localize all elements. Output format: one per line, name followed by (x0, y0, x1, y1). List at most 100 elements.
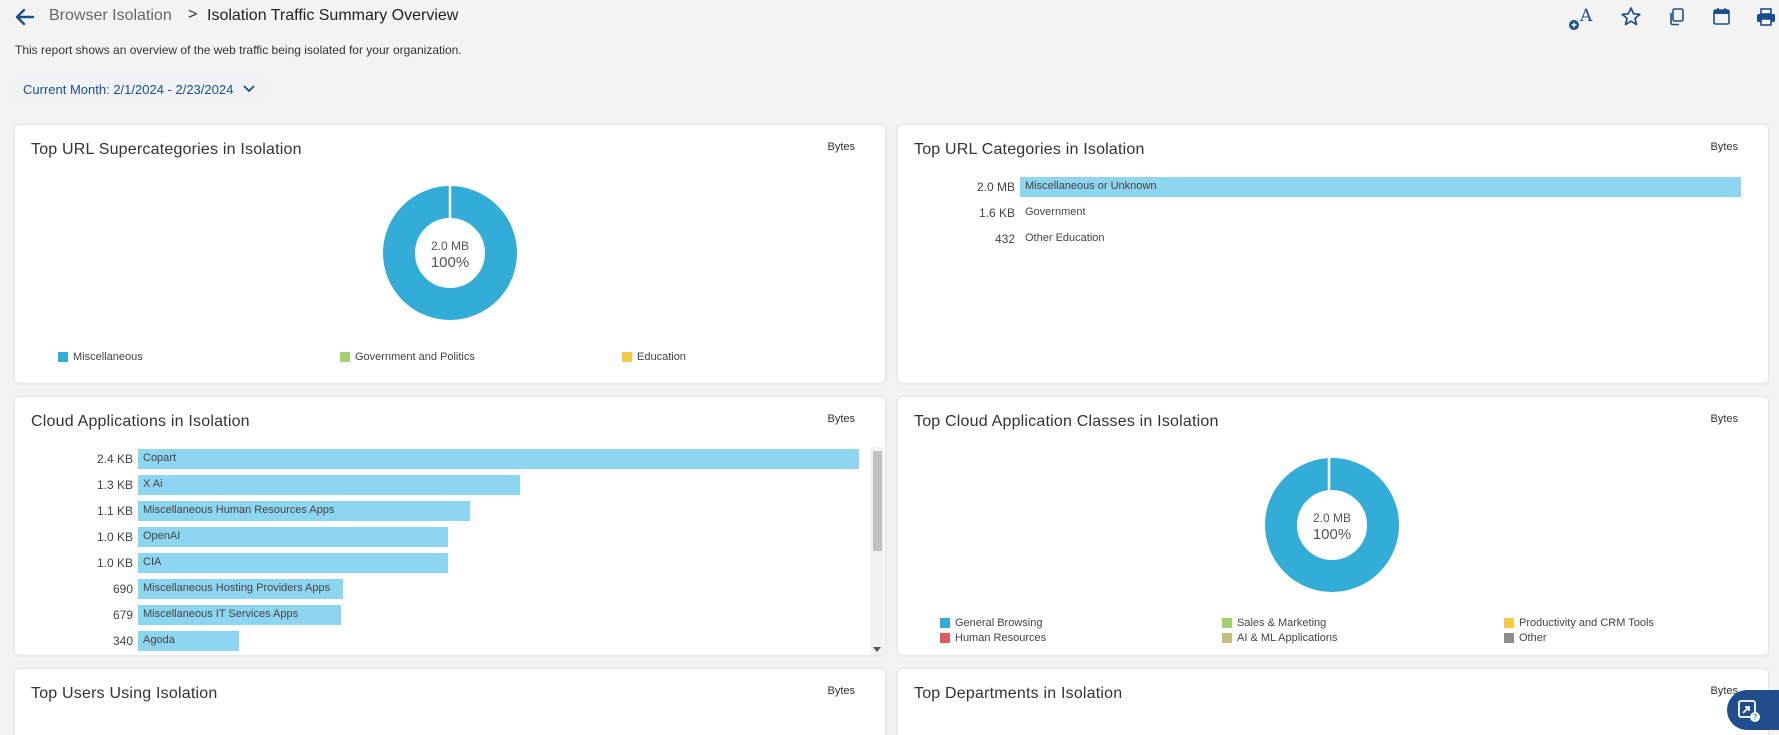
legend-item-education[interactable]: Education (622, 351, 686, 363)
card-title: Top Departments in Isolation (914, 685, 1123, 702)
card-cloud-applications: Cloud Applications in Isolation Bytes 2.… (15, 397, 885, 655)
legend-label: AI & ML Applications (1237, 632, 1338, 644)
legend-swatch (1504, 633, 1514, 643)
legend-item-ai-ml[interactable]: AI & ML Applications (1222, 632, 1337, 644)
card-top-departments: Top Departments in Isolation Bytes (898, 669, 1768, 735)
unit-selector[interactable]: Bytes (827, 685, 855, 697)
card-top-users: Top Users Using Isolation Bytes (15, 669, 885, 735)
svg-text:?: ? (1753, 713, 1757, 722)
unit-selector[interactable]: Bytes (1710, 685, 1738, 697)
bar[interactable] (138, 449, 859, 469)
legend-item-general-browsing[interactable]: General Browsing (940, 617, 1042, 629)
bar-row[interactable]: 1.6 KB Government (898, 202, 1768, 223)
legend-item-productivity-crm[interactable]: Productivity and CRM Tools (1504, 617, 1654, 629)
card-cloud-application-classes: Top Cloud Application Classes in Isolati… (898, 397, 1768, 655)
copy-icon[interactable] (1664, 4, 1690, 30)
card-title: Top Cloud Application Classes in Isolati… (914, 413, 1219, 430)
legend-label: Human Resources (955, 632, 1047, 644)
breadcrumb-parent[interactable]: Browser Isolation (49, 7, 172, 24)
bar-label: OpenAI (143, 530, 181, 542)
card-url-categories: Top URL Categories in Isolation Bytes 2.… (898, 125, 1768, 383)
donut-total-value: 2.0 MB (1312, 511, 1351, 525)
card-title: Cloud Applications in Isolation (31, 413, 250, 430)
date-range-label: Current Month: 2/1/2024 - 2/23/2024 (23, 81, 234, 97)
donut-chart[interactable] (1262, 455, 1402, 595)
unit-selector[interactable]: Bytes (827, 413, 855, 425)
scrollbar[interactable] (871, 447, 884, 655)
donut-total-percent: 100% (430, 254, 470, 271)
scrollbar-thumb[interactable] (873, 451, 882, 551)
bar-row[interactable]: 2.0 MB Miscellaneous or Unknown (898, 176, 1768, 197)
bar-chart: 2.4 KB Copart 1.3 KB X Ai 1.1 KB Miscellaneou… (15, 448, 871, 655)
bar-label: Miscellaneous Human Resources Apps (143, 504, 335, 516)
unit-selector[interactable]: Bytes (1710, 141, 1738, 153)
bar-row[interactable]: 1.0 KB OpenAI (15, 526, 871, 547)
bar[interactable] (138, 553, 449, 573)
bar-row[interactable]: 2.4 KB Copart (15, 448, 871, 469)
legend-swatch (940, 618, 950, 628)
bar[interactable] (138, 631, 239, 651)
legend-label: Miscellaneous (73, 351, 143, 363)
legend-label: Productivity and CRM Tools (1519, 617, 1654, 629)
bar-row[interactable]: 1.3 KB X Ai (15, 474, 871, 495)
bar-chart: 2.0 MB Miscellaneous or Unknown 1.6 KB Gove… (898, 176, 1768, 256)
breadcrumb-separator: > (188, 6, 198, 23)
bar-value: 1.3 KB (96, 478, 133, 492)
legend-swatch (622, 352, 632, 362)
card-url-supercategories: Top URL Supercategories in Isolation Byt… (15, 125, 885, 383)
bar-row[interactable]: 690 Miscellaneous Hosting Providers Apps (15, 578, 871, 599)
bar[interactable] (138, 527, 449, 547)
card-title: Top URL Categories in Isolation (914, 141, 1145, 158)
donut-center-label: 2.0 MB 100% (420, 239, 480, 271)
star-icon[interactable] (1618, 4, 1644, 30)
bar-row[interactable]: 679 Miscellaneous IT Services Apps (15, 604, 871, 625)
scroll-down-arrow[interactable] (873, 647, 881, 652)
legend-swatch (58, 352, 68, 362)
bar-label: Miscellaneous Hosting Providers Apps (143, 582, 331, 594)
legend-swatch (940, 633, 950, 643)
bar-value: 1.0 KB (96, 556, 133, 570)
unit-selector[interactable]: Bytes (827, 141, 855, 153)
legend-item-other[interactable]: Other (1504, 632, 1547, 644)
legend-item-government[interactable]: Government and Politics (340, 351, 475, 363)
legend-label: Government and Politics (355, 351, 475, 363)
legend-swatch (340, 352, 350, 362)
donut-total-value: 2.0 MB (430, 239, 469, 253)
bar[interactable] (138, 501, 470, 521)
card-title: Top Users Using Isolation (31, 685, 218, 702)
page-title: Isolation Traffic Summary Overview (207, 7, 459, 24)
legend-item-miscellaneous[interactable]: Miscellaneous (58, 351, 143, 363)
bar[interactable] (138, 605, 341, 625)
font-size-icon[interactable]: A (1566, 4, 1593, 30)
legend-label: Sales & Marketing (1237, 617, 1327, 629)
bar[interactable] (138, 579, 344, 599)
calendar-icon[interactable] (1709, 4, 1735, 30)
legend-item-human-resources[interactable]: Human Resources (940, 632, 1046, 644)
bar-row[interactable]: 1.0 KB CIA (15, 552, 871, 573)
unit-selector[interactable]: Bytes (1710, 413, 1738, 425)
bar-value: 1.0 KB (96, 530, 133, 544)
svg-text:A: A (1579, 6, 1593, 26)
bar-row[interactable]: 340 Agoda (15, 630, 871, 651)
bar-label: Copart (143, 452, 177, 464)
legend-swatch (1504, 618, 1514, 628)
back-arrow-icon[interactable] (12, 4, 38, 30)
card-title: Top URL Supercategories in Isolation (31, 141, 302, 158)
bar-value: 679 (112, 608, 133, 622)
bar[interactable] (1020, 177, 1741, 197)
legend-label: Other (1519, 632, 1547, 644)
bar-row[interactable]: 1.1 KB Miscellaneous Human Resources Apps (15, 500, 871, 521)
bar-value: 1.6 KB (978, 206, 1015, 220)
date-range-dropdown[interactable]: Current Month: 2/1/2024 - 2/23/2024 (14, 76, 266, 102)
print-icon[interactable] (1753, 4, 1779, 30)
bar-value: 340 (112, 634, 133, 648)
legend-item-sales-marketing[interactable]: Sales & Marketing (1222, 617, 1326, 629)
legend-swatch (1222, 618, 1232, 628)
donut-center-label: 2.0 MB 100% (1302, 511, 1362, 543)
bar-label: Other Education (1025, 232, 1105, 244)
donut-chart[interactable] (380, 183, 520, 323)
donut-total-percent: 100% (1312, 526, 1352, 543)
help-button[interactable]: ? (1727, 690, 1779, 730)
bar-row[interactable]: 432 Other Education (898, 228, 1768, 249)
bar[interactable] (138, 475, 521, 495)
